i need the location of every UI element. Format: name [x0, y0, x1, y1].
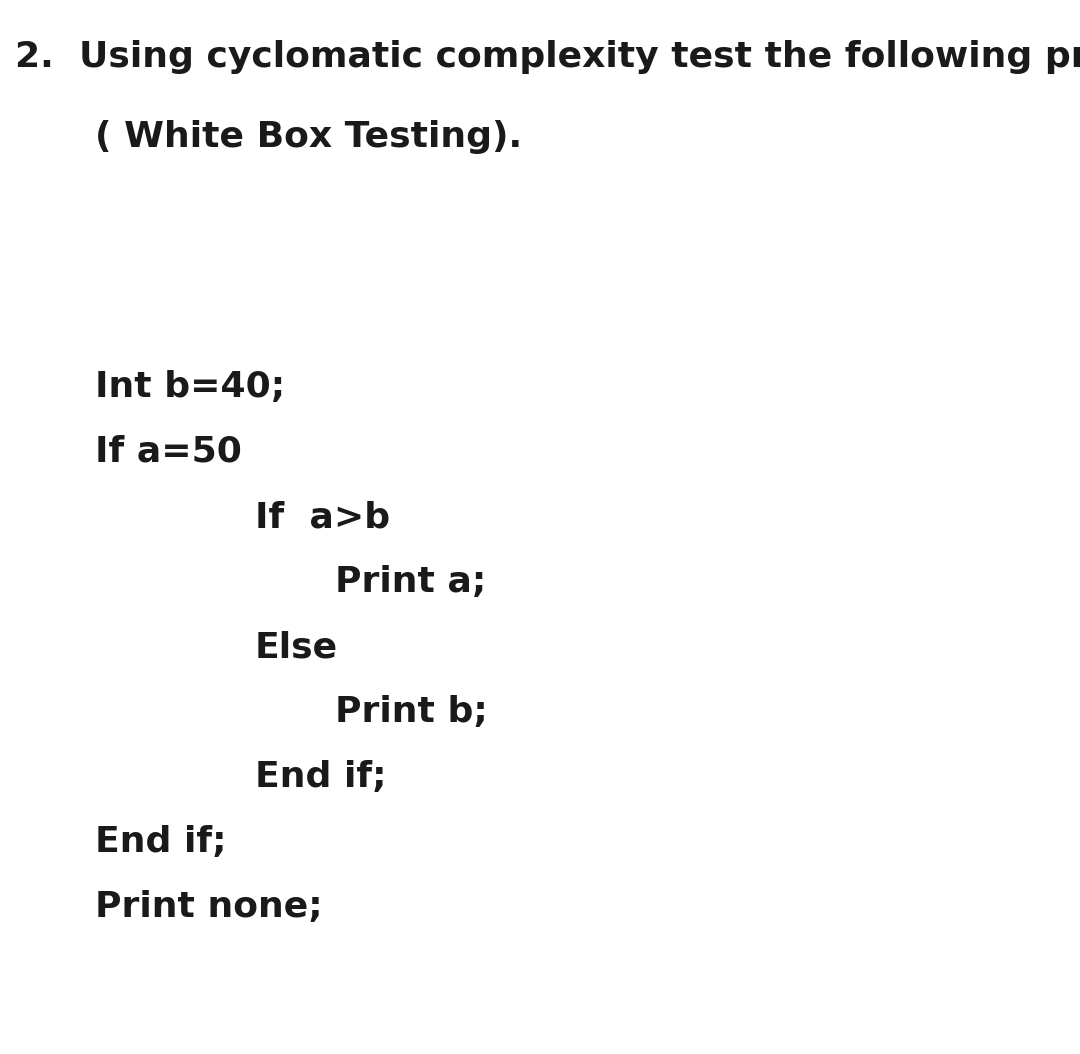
- Text: Else: Else: [255, 630, 338, 664]
- Text: Print a;: Print a;: [335, 565, 486, 599]
- Text: Print none;: Print none;: [95, 890, 323, 924]
- Text: ( White Box Testing).: ( White Box Testing).: [95, 120, 522, 154]
- Text: End if;: End if;: [255, 760, 387, 794]
- Text: 2.  Using cyclomatic complexity test the following program code: 2. Using cyclomatic complexity test the …: [15, 40, 1080, 74]
- Text: End if;: End if;: [95, 825, 227, 859]
- Text: If  a>b: If a>b: [255, 500, 390, 534]
- Text: Int b=40;: Int b=40;: [95, 370, 285, 404]
- Text: If a=50: If a=50: [95, 435, 242, 469]
- Text: Print b;: Print b;: [335, 695, 488, 729]
